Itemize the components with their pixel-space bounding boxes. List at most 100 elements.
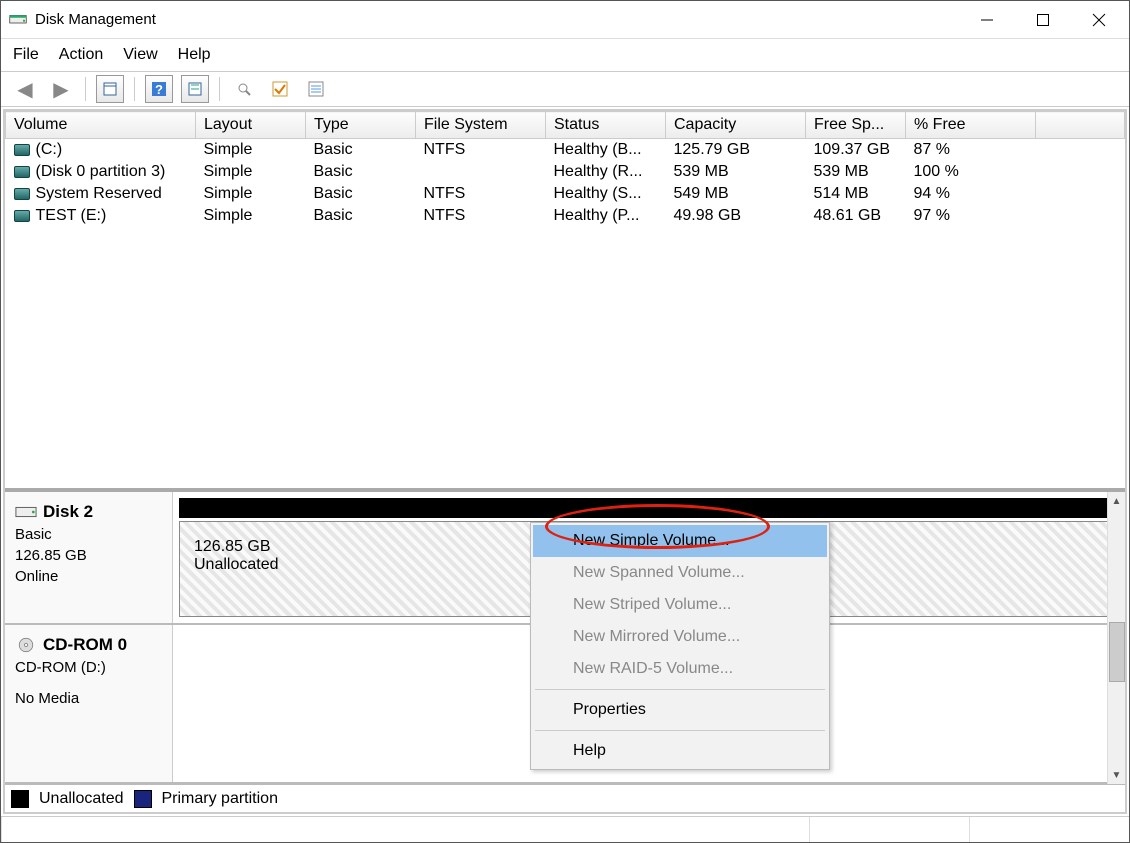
cdrom-icon [15,636,37,654]
volume-name: (Disk 0 partition 3) [36,163,166,181]
disk-name: Disk 2 [43,500,93,524]
disk-header-band [179,498,1119,518]
menu-view[interactable]: View [123,46,157,64]
toolbar-separator [219,77,220,101]
cell-type: Basic [306,139,416,162]
search-toolbar-icon[interactable] [230,75,258,103]
cell-layout: Simple [196,139,306,162]
menu-item[interactable]: New Simple Volume... [533,525,827,557]
disk-row[interactable]: Disk 2 Basic 126.85 GB Online 126.85 GB … [5,492,1125,625]
cell-layout: Simple [196,183,306,205]
col-type[interactable]: Type [306,112,416,139]
col-volume[interactable]: Volume [6,112,196,139]
table-row[interactable]: (C:) Simple Basic NTFS Healthy (B... 125… [6,139,1125,162]
cell-fs: NTFS [416,205,546,227]
cell-fs [416,161,546,183]
close-button[interactable] [1071,2,1127,38]
graphical-view: Disk 2 Basic 126.85 GB Online 126.85 GB … [5,492,1125,812]
volume-icon [14,188,30,200]
menu-item: New Mirrored Volume... [533,621,827,653]
unallocated-partition[interactable]: 126.85 GB Unallocated New Simple Volume.… [179,521,1119,617]
volume-icon [14,144,30,156]
col-filesystem[interactable]: File System [416,112,546,139]
scroll-thumb[interactable] [1109,622,1125,682]
cell-type: Basic [306,183,416,205]
col-layout[interactable]: Layout [196,112,306,139]
cell-pct: 87 % [906,139,1036,162]
volume-name: TEST (E:) [36,207,107,225]
legend-primary-label: Primary partition [162,790,278,808]
volume-name: System Reserved [36,185,162,203]
cell-fs: NTFS [416,139,546,162]
col-capacity[interactable]: Capacity [666,112,806,139]
scroll-down-icon[interactable]: ▼ [1110,768,1124,782]
cell-pct: 97 % [906,205,1036,227]
cdrom-name: CD-ROM 0 [43,633,127,657]
cell-status: Healthy (S... [546,183,666,205]
menu-help[interactable]: Help [178,46,211,64]
toolbar-separator [85,77,86,101]
menu-separator [535,730,825,731]
col-pctfree[interactable]: % Free [906,112,1036,139]
legend: Unallocated Primary partition [5,784,1125,812]
col-status[interactable]: Status [546,112,666,139]
vertical-scrollbar[interactable]: ▲ ▼ [1107,492,1125,784]
check-toolbar-icon[interactable] [266,75,294,103]
scroll-up-icon[interactable]: ▲ [1110,494,1124,508]
cell-capacity: 539 MB [666,161,806,183]
help-toolbar-icon[interactable]: ? [145,75,173,103]
disk-label-panel: Disk 2 Basic 126.85 GB Online [5,492,173,623]
col-freespace[interactable]: Free Sp... [806,112,906,139]
menu-file[interactable]: File [13,46,39,64]
forward-button[interactable]: ▶ [47,75,75,103]
cell-capacity: 125.79 GB [666,139,806,162]
disk-type: Basic [15,524,162,545]
toolbar-separator [134,77,135,101]
menu-item[interactable]: Help [533,735,827,767]
cdrom-sub: CD-ROM (D:) [15,657,162,678]
volume-icon [14,166,30,178]
minimize-button[interactable] [959,2,1015,38]
col-spacer [1036,112,1125,139]
cell-fs: NTFS [416,183,546,205]
window-controls [959,2,1127,38]
table-row[interactable]: (Disk 0 partition 3) Simple Basic Health… [6,161,1125,183]
cell-pct: 94 % [906,183,1036,205]
cell-layout: Simple [196,205,306,227]
list-toolbar-icon[interactable] [302,75,330,103]
disk-size: 126.85 GB [15,545,162,566]
table-row[interactable]: System Reserved Simple Basic NTFS Health… [6,183,1125,205]
maximize-button[interactable] [1015,2,1071,38]
menubar: File Action View Help [1,39,1129,71]
volume-icon [14,210,30,222]
menu-item: New Spanned Volume... [533,557,827,589]
cell-capacity: 549 MB [666,183,806,205]
menu-action[interactable]: Action [59,46,103,64]
legend-unallocated-label: Unallocated [39,790,124,808]
context-menu: New Simple Volume...New Spanned Volume..… [530,522,830,770]
cell-free: 514 MB [806,183,906,205]
statusbar [1,816,1129,842]
menu-item[interactable]: Properties [533,694,827,726]
volume-list[interactable]: Volume Layout Type File System Status Ca… [5,111,1125,492]
cell-type: Basic [306,205,416,227]
volume-name: (C:) [36,141,63,159]
svg-text:?: ? [155,82,163,97]
menu-item: New RAID-5 Volume... [533,653,827,685]
back-button[interactable]: ◀ [11,75,39,103]
properties-toolbar-icon[interactable] [96,75,124,103]
cell-layout: Simple [196,161,306,183]
content-area: Volume Layout Type File System Status Ca… [3,109,1127,814]
legend-unallocated-swatch [11,790,29,808]
refresh-toolbar-icon[interactable] [181,75,209,103]
legend-primary-swatch [134,790,152,808]
cell-status: Healthy (B... [546,139,666,162]
menu-item: New Striped Volume... [533,589,827,621]
cell-capacity: 49.98 GB [666,205,806,227]
window: Disk Management File Action View Help ◀ … [0,0,1130,843]
toolbar: ◀ ▶ ? [1,71,1129,107]
table-row[interactable]: TEST (E:) Simple Basic NTFS Healthy (P..… [6,205,1125,227]
disk-status: Online [15,566,162,587]
disk-volume-area[interactable]: 126.85 GB Unallocated New Simple Volume.… [173,492,1125,623]
disk-icon [15,503,37,521]
